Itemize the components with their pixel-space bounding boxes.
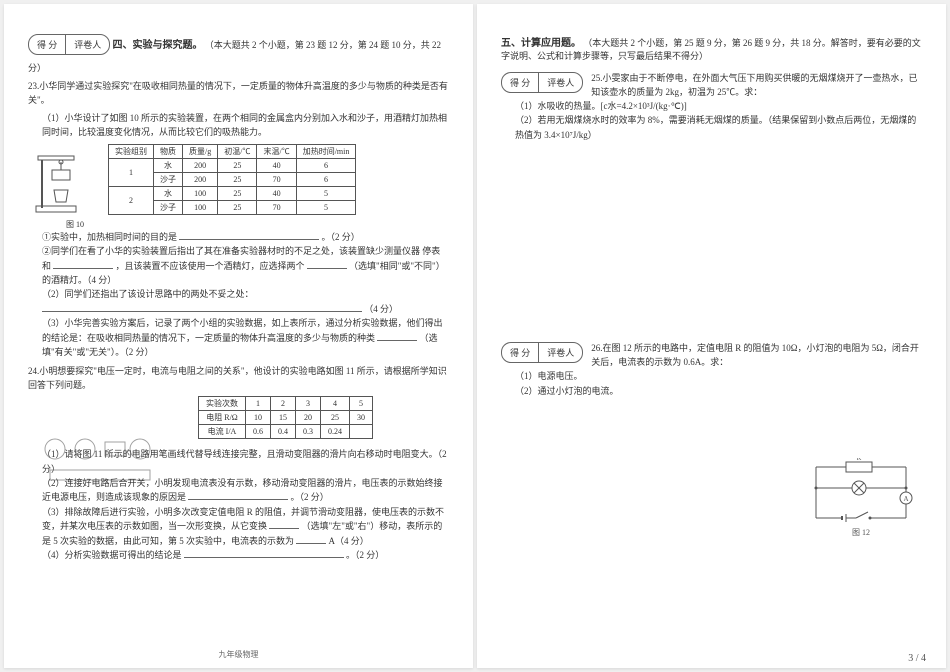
q26-row: 得 分 评卷人 26.在图 12 所示的电路中，定值电阻 R 的阻值为 10Ω，… [501,342,922,369]
q25-row: 得 分 评卷人 25.小雯家由于不断停电，在外面大气压下用购买供暖的无烟煤烧开了… [501,72,922,99]
grader-label: 评卷人 [539,73,582,92]
q23-1: （1）小华设计了如图 10 所示的实验装置，在两个相同的金属盒内分别加入水和沙子… [42,111,449,140]
q26-1: （1）电源电压。 [515,369,922,383]
section5-title: 五、计算应用题。 [501,38,581,49]
q23-2: （2）同学们还指出了该设计思路中的两处不妥之处： [42,287,449,301]
q24-3: （3）排除故障后进行实验，小明多次改变定值电阻 R 的阻值，并调节滑动变阻器，使… [42,505,449,548]
blank[interactable] [377,331,417,341]
score-box: 得 分 评卷人 [28,34,110,55]
table-2: 实验次数12345 电阻 R/Ω1015202530 电流 I/A0.60.40… [198,396,373,439]
table-1: 实验组别 物质 质量/g 初温/℃ 末温/℃ 加热时间/min 1水200254… [108,144,356,215]
section4-title: 四、实验与探究题。 [113,40,203,51]
q24: 24.小明想要探究"电压一定时，电流与电阻之间的关系"，他设计的实验电路如图 1… [28,365,449,392]
blank[interactable] [307,259,347,269]
q25-1: （1）水吸收的热量。[c水=4.2×10³J/(kg·℃)] [515,99,922,113]
table-row: 实验次数12345 [199,397,373,411]
table-row: 1水20025406 [109,158,356,172]
score-box: 得 分 评卷人 [501,342,583,363]
score-box: 得 分 评卷人 [501,72,583,93]
fig12-label: 图 12 [852,528,870,537]
page-number: 3 / 4 [908,653,926,664]
svg-text:A: A [903,495,908,503]
table-row: 电阻 R/Ω1015202530 [199,411,373,425]
q23-1a: ①实验中，加热相同时间的目的是 。（2 分） [42,230,449,244]
q23-2-pts: （4 分） [364,304,398,314]
work-space [501,142,922,342]
score-label: 得 分 [29,35,66,54]
section5-header: 五、计算应用题。 （本大题共 2 个小题，第 25 题 9 分，第 26 题 9… [501,34,922,62]
blank[interactable] [184,548,344,558]
q25: 25.小雯家由于不断停电，在外面大气压下用购买供暖的无烟煤烧开了一壶热水，已知该… [591,72,922,99]
q23-3: （3）小华完善实验方案后，记录了两个小组的实验数据，如上表所示，通过分析实验数据… [42,316,449,359]
blank[interactable] [188,490,288,500]
q26-2: （2）通过小灯泡的电流。 [515,384,922,398]
figure-10-heater [32,152,80,216]
grader-label: 评卷人 [539,343,582,362]
blank[interactable] [296,534,326,544]
q25-2: （2）若用无烟煤烧水时的效率为 8%，需要消耗无烟煤的质量。（结果保留到小数点后… [515,113,922,142]
svg-text:R: R [857,458,862,462]
blank[interactable] [42,302,362,312]
page-footer: 九年级物理 [4,649,473,660]
q23-1b: ②同学们在看了小华的实验装置后指出了其在准备实验器材时的不足之处，该装置缺少测量… [42,244,449,287]
figure-12-circuit: R A 图 12 [806,458,916,538]
score-label: 得 分 [502,73,539,92]
blank[interactable] [179,230,319,240]
table-row: 2水10025405 [109,186,356,200]
score-label: 得 分 [502,343,539,362]
table-header-row: 实验组别 物质 质量/g 初温/℃ 末温/℃ 加热时间/min [109,144,356,158]
fig10-label: 图 10 [66,219,449,230]
left-page: 得 分 评卷人 四、实验与探究题。 （本大题共 2 个小题，第 23 题 12 … [4,4,473,668]
blank[interactable] [269,519,299,529]
right-page: 五、计算应用题。 （本大题共 2 个小题，第 25 题 9 分，第 26 题 9… [477,4,946,668]
section-header-row: 得 分 评卷人 四、实验与探究题。 （本大题共 2 个小题，第 23 题 12 … [28,34,449,74]
q26: 26.在图 12 所示的电路中，定值电阻 R 的阻值为 10Ω，小灯泡的电阻为 … [591,342,922,369]
blank[interactable] [53,259,113,269]
q23: 23.小华同学通过实验探究"在吸收相同热量的情况下，一定质量的物体升高温度的多少… [28,80,449,107]
grader-label: 评卷人 [66,35,109,54]
table-row: 电流 I/A0.60.40.30.24 [199,425,373,439]
figure-11-circuit [40,434,160,484]
q24-4: （4）分析实验数据可得出的结论是 。（2 分） [42,548,449,562]
